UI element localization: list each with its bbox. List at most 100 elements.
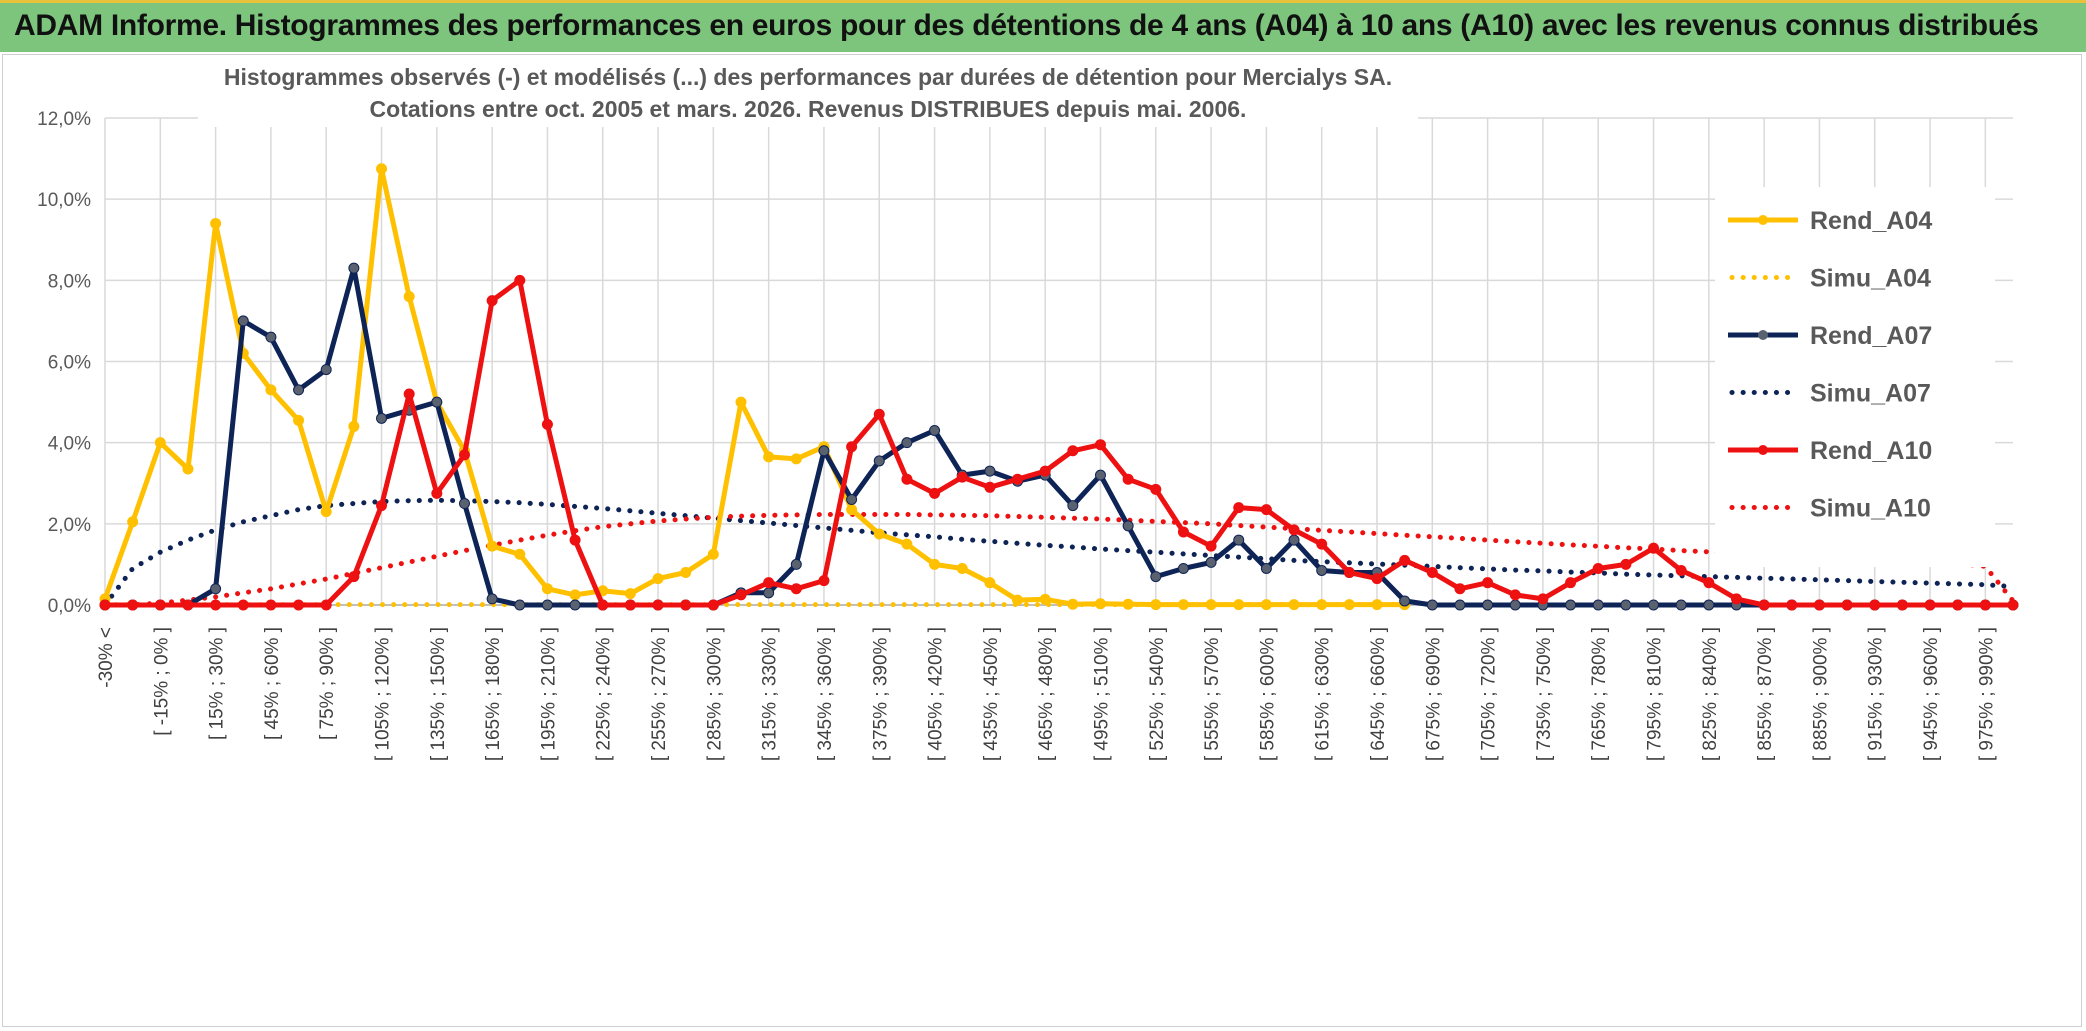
data-point	[1316, 599, 1328, 611]
data-point	[1067, 598, 1079, 610]
data-point	[1122, 520, 1134, 532]
data-point	[376, 163, 388, 175]
data-point	[1039, 465, 1051, 477]
data-point	[597, 599, 609, 611]
data-point	[210, 599, 222, 611]
legend-item-rend-a07: Rend_A07	[1728, 322, 1932, 350]
data-point	[929, 487, 941, 499]
data-point	[1703, 577, 1715, 589]
series-line	[102, 512, 2016, 608]
data-point	[486, 540, 498, 552]
data-point	[1786, 599, 1798, 611]
data-point	[265, 384, 277, 396]
data-point	[541, 583, 553, 595]
x-tick-label: [ 405% ; 420% ]	[926, 627, 947, 761]
data-point	[1343, 567, 1355, 579]
y-tick-label: 2,0%	[48, 515, 91, 536]
y-tick-label: 12,0%	[37, 109, 91, 130]
data-point	[403, 388, 415, 400]
data-point	[1039, 593, 1051, 605]
x-tick-label: [ 285% ; 300% ]	[704, 627, 725, 761]
data-point	[182, 599, 194, 611]
x-tick-label: [ 195% ; 210% ]	[538, 627, 559, 761]
legend-label: Rend_A07	[1810, 322, 1932, 350]
x-tick-label: -30% <	[96, 627, 117, 688]
data-point	[1399, 554, 1411, 566]
page-title: ADAM Informe. Histogrammes des performan…	[14, 9, 2039, 42]
data-point	[846, 504, 858, 516]
data-point	[1288, 599, 1300, 611]
data-point	[984, 481, 996, 493]
data-point	[1592, 599, 1604, 611]
data-point	[1260, 599, 1272, 611]
legend-marker	[1758, 445, 1768, 455]
legend-item-rend-a04: Rend_A04	[1728, 207, 1932, 235]
data-point	[680, 567, 692, 579]
data-point	[1454, 599, 1466, 611]
series-simu-a10	[102, 512, 2016, 608]
data-point	[956, 471, 968, 483]
data-point	[154, 437, 166, 449]
data-point	[1371, 573, 1383, 585]
data-point	[1565, 599, 1577, 611]
x-tick-label: [ 975% ; 990% ]	[1976, 627, 1997, 761]
data-point	[984, 577, 996, 589]
data-point	[1288, 524, 1300, 536]
data-point	[431, 487, 443, 499]
data-point	[984, 465, 996, 477]
data-point	[458, 498, 470, 510]
x-tick-label: [ 615% ; 630% ]	[1313, 627, 1334, 761]
x-tick-label: [ 705% ; 720% ]	[1479, 627, 1500, 761]
data-point	[1177, 599, 1189, 611]
data-point	[320, 506, 332, 518]
x-tick-label: [ 495% ; 510% ]	[1091, 627, 1112, 761]
data-point	[1758, 599, 1770, 611]
x-tick-label: [ 135% ; 150% ]	[428, 627, 449, 761]
x-tick-label: [ 945% ; 960% ]	[1921, 627, 1942, 761]
data-point	[680, 599, 692, 611]
data-point	[1012, 594, 1024, 606]
data-point	[1094, 439, 1106, 451]
data-point	[265, 331, 277, 343]
x-tick-label: [ 735% ; 750% ]	[1534, 627, 1555, 761]
data-point	[846, 441, 858, 453]
data-point	[1205, 556, 1217, 568]
data-point	[127, 516, 139, 528]
data-point	[1122, 473, 1134, 485]
y-tick-label: 0,0%	[48, 596, 91, 617]
x-tick-label: [ 165% ; 180% ]	[483, 627, 504, 761]
data-point	[1426, 599, 1438, 611]
data-point	[1316, 538, 1328, 550]
legend-item-simu-a04: Simu_A04	[1729, 265, 1931, 293]
x-tick-label: [ 915% ; 930% ]	[1866, 627, 1887, 761]
data-point	[1730, 593, 1742, 605]
series-line	[105, 265, 2013, 608]
data-point	[652, 573, 664, 585]
legend-label: Rend_A04	[1810, 207, 1932, 235]
x-tick-label: [ 15% ; 30% ]	[207, 627, 228, 740]
histogram-chart: 0,0% 2,0% 4,0% 6,0% 8,0% 10,0% 12,0% -30% < [ -1…	[37, 59, 2019, 761]
data-point	[1565, 577, 1577, 589]
data-point	[1979, 599, 1991, 611]
data-point	[569, 534, 581, 546]
x-tick-label: [ 105% ; 120% ]	[373, 627, 394, 761]
legend-label: Simu_A10	[1810, 495, 1931, 523]
data-point	[1399, 595, 1411, 607]
data-point	[99, 599, 111, 611]
data-point	[1233, 502, 1245, 514]
data-point	[1233, 599, 1245, 611]
data-point	[210, 218, 222, 230]
data-point	[652, 599, 664, 611]
data-point	[901, 437, 913, 449]
data-point	[707, 548, 719, 560]
legend-marker	[1758, 330, 1768, 340]
data-point	[1094, 598, 1106, 610]
legend-item-rend-a10: Rend_A10	[1728, 437, 1932, 465]
x-tick-label: [ 675% ; 690% ]	[1423, 627, 1444, 761]
data-point	[210, 583, 222, 595]
data-point	[1012, 473, 1024, 485]
data-point	[237, 599, 249, 611]
data-point	[1177, 562, 1189, 574]
data-point	[901, 538, 913, 550]
data-point	[1288, 534, 1300, 546]
